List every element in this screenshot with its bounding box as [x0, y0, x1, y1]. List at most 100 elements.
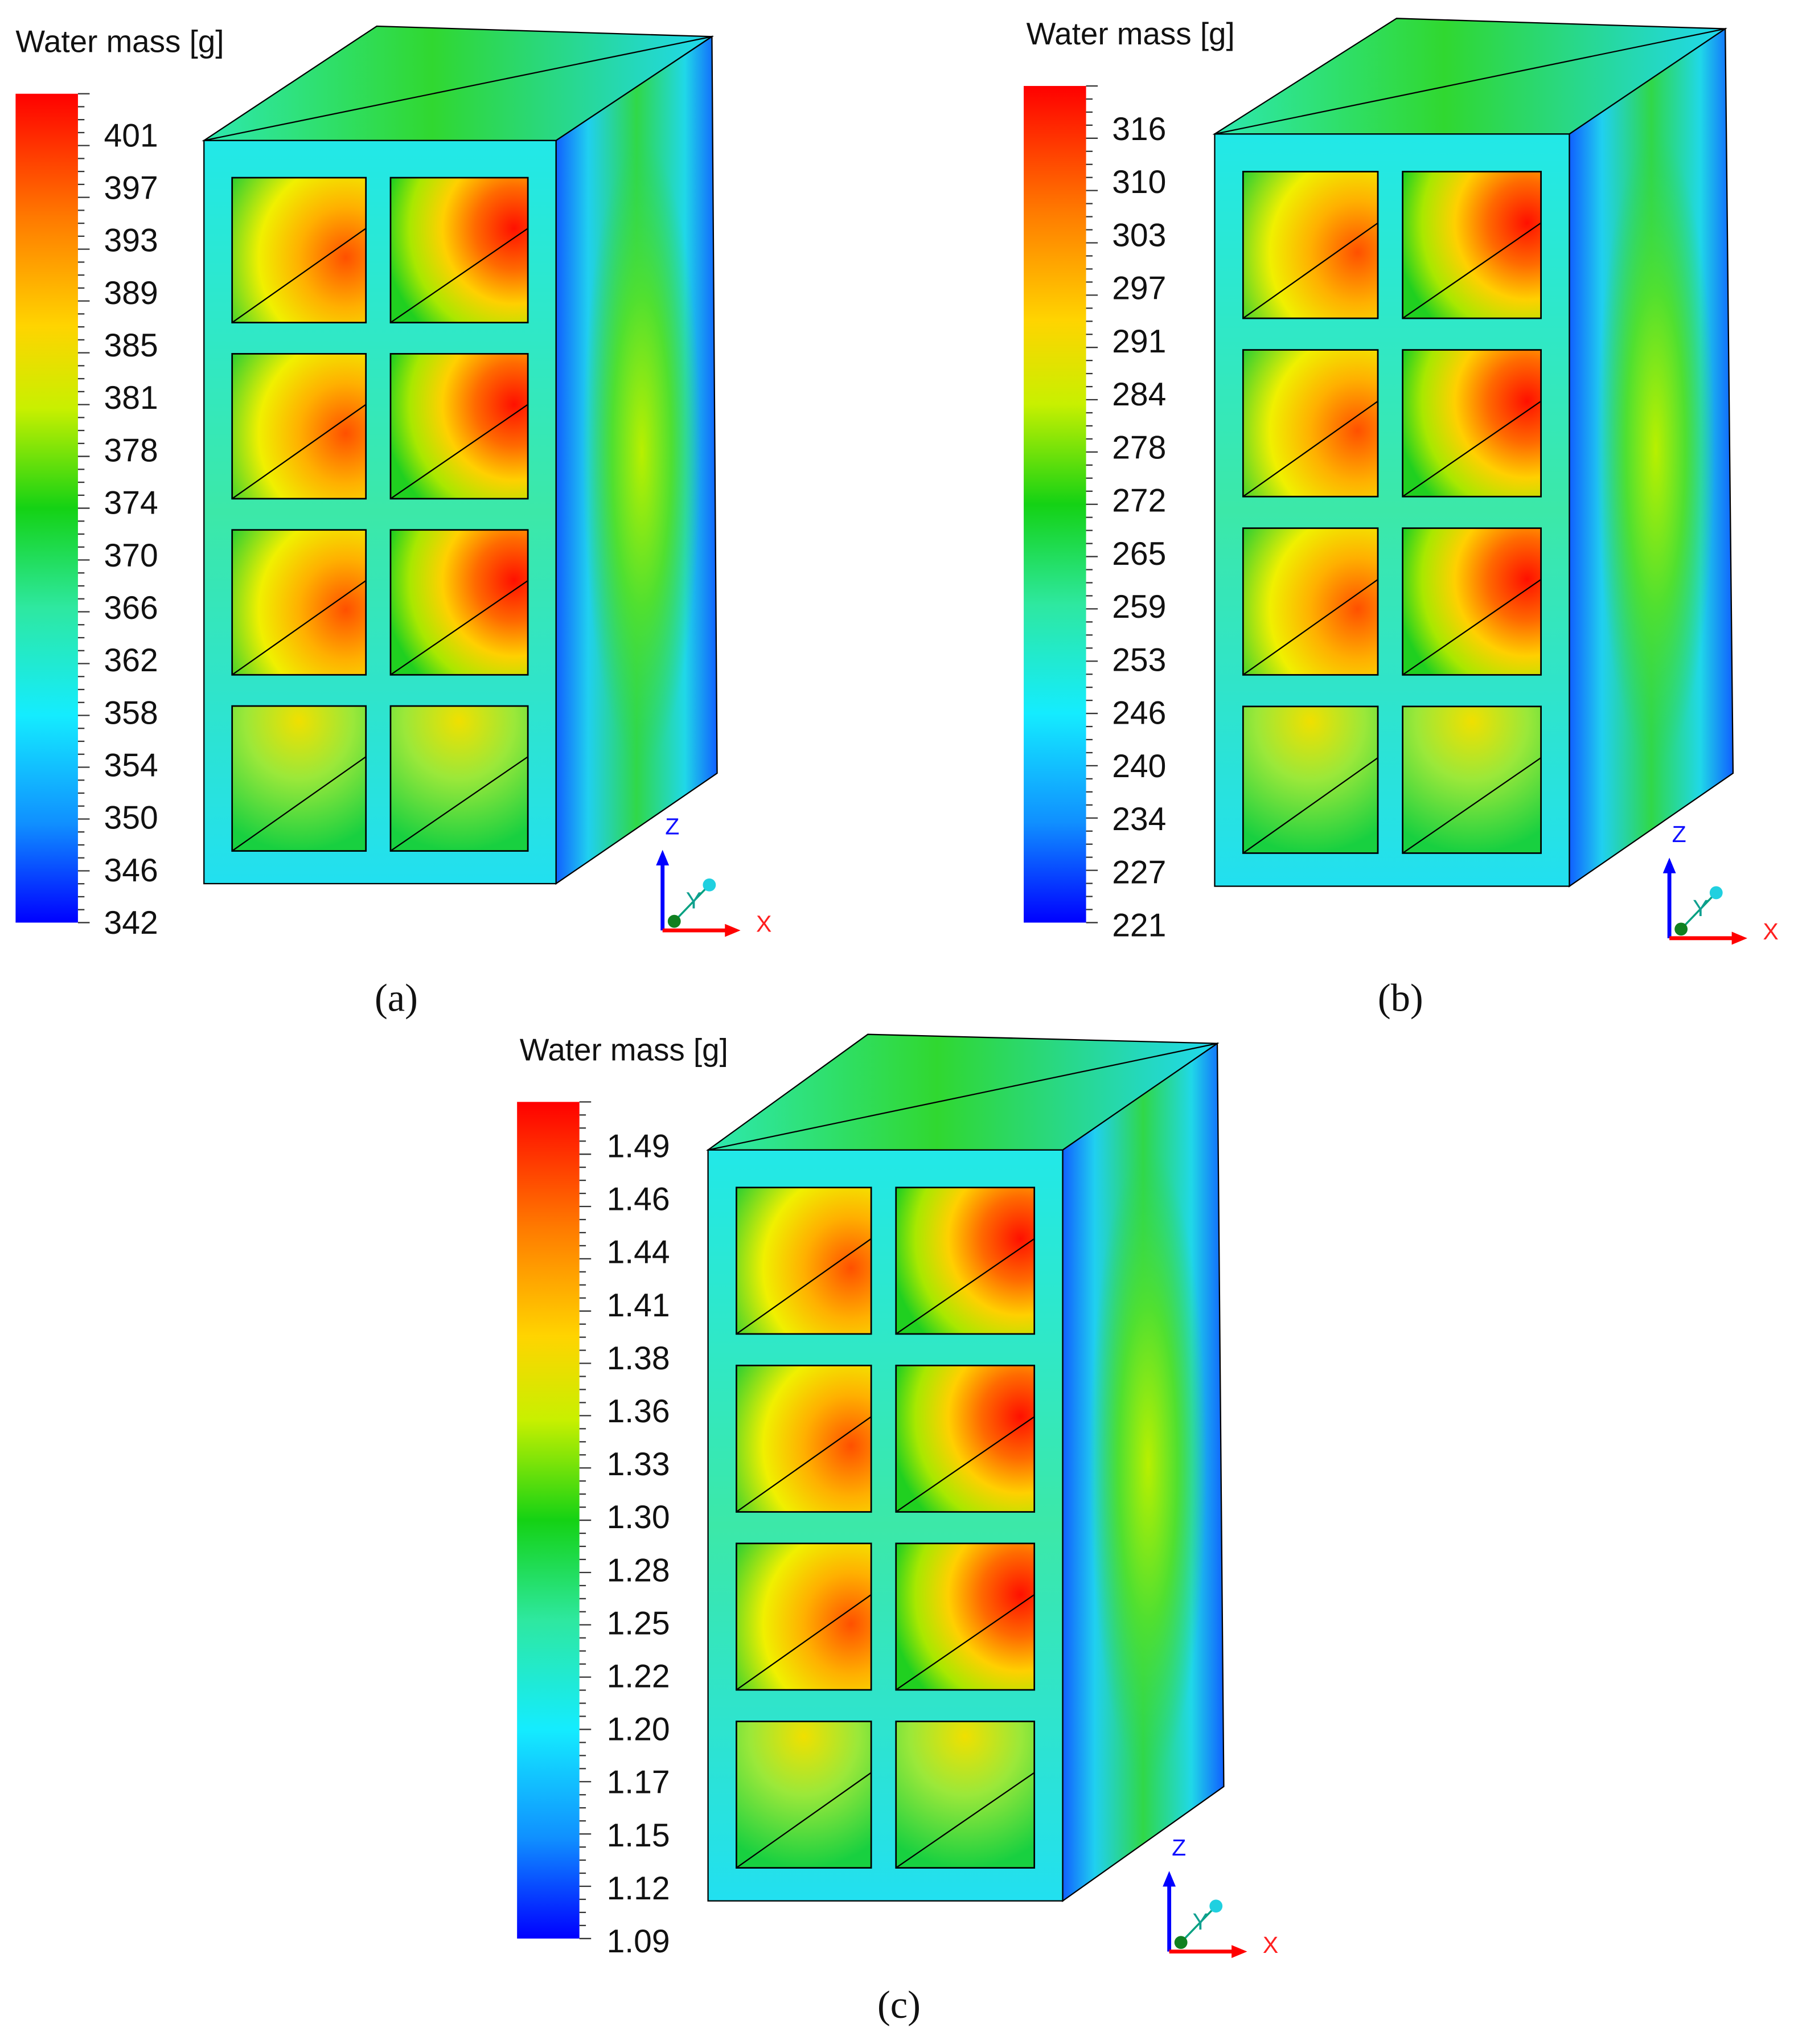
window-diagonal	[736, 1594, 872, 1690]
colorbar-tick-label: 358	[104, 695, 158, 731]
axis-x-head	[1231, 1945, 1247, 1959]
colorbar-tick-label: 378	[104, 432, 158, 469]
colorbar-tick-label: 1.46	[607, 1181, 670, 1218]
colorbar-tick-label: 253	[1112, 642, 1166, 678]
colorbar-tick-label: 1.28	[607, 1552, 670, 1589]
colorbar-tick-label: 234	[1112, 801, 1166, 838]
window	[1402, 527, 1542, 676]
colorbar-tick-label: 1.15	[607, 1817, 670, 1854]
window	[736, 1721, 872, 1869]
colorbar	[1024, 85, 1086, 923]
panel-label: (c)	[877, 1983, 921, 2026]
window-diagonal	[232, 228, 367, 323]
window-diagonal	[390, 580, 528, 676]
panel-label: (a)	[375, 976, 418, 1020]
colorbar-tick-label: 397	[104, 170, 158, 206]
colorbar-tick-label: 342	[104, 905, 158, 941]
colorbar-title: Water mass [g]	[520, 1032, 728, 1067]
window	[231, 177, 367, 323]
colorbar-tick-label: 346	[104, 852, 158, 889]
colorbar-tick-label: 401	[104, 117, 158, 154]
window	[895, 1364, 1036, 1513]
colorbar-tick-label: 227	[1112, 854, 1166, 890]
panel: Water mass [g] 316 310 303 297 291 284 278 272 26…	[1024, 16, 1779, 1020]
window	[1242, 349, 1379, 498]
axis-y-ball	[1209, 1899, 1223, 1913]
axis-y-label: Y	[1693, 895, 1708, 921]
axis-y-ball	[1709, 886, 1723, 900]
colorbar-tick-label: 1.25	[607, 1605, 670, 1641]
axis-z-head	[1163, 1871, 1176, 1887]
colorbar-tick-label: 1.38	[607, 1340, 670, 1377]
window	[1402, 705, 1542, 854]
colorbar-tick-label: 310	[1112, 164, 1166, 200]
axis-x-label: X	[756, 910, 771, 937]
colorbar-tick-label: 246	[1112, 695, 1166, 732]
window-diagonal	[1402, 400, 1542, 498]
window	[895, 1187, 1036, 1335]
axis-x-label: X	[1763, 918, 1778, 945]
colorbar-tick-label: 221	[1112, 908, 1166, 944]
axis-z-label: Z	[1672, 821, 1686, 847]
axis-y	[675, 885, 709, 921]
window	[1402, 171, 1542, 319]
window-diagonal	[736, 1238, 872, 1335]
window-diagonal	[232, 756, 367, 852]
window	[389, 353, 529, 500]
window	[1242, 171, 1379, 319]
axis-z-head	[656, 849, 670, 866]
colorbar-tick-label: 1.41	[607, 1287, 670, 1324]
window-diagonal	[896, 1416, 1035, 1513]
colorbar-tick-label: 284	[1112, 376, 1166, 413]
window-diagonal	[736, 1772, 872, 1869]
colorbar-tick-label: 1.22	[607, 1659, 670, 1695]
window	[1242, 527, 1379, 676]
axis-y	[1181, 1906, 1216, 1942]
window-diagonal	[232, 580, 367, 676]
window-diagonal	[1242, 757, 1378, 854]
origin	[1174, 1936, 1188, 1949]
colorbar-tick-label: 370	[104, 537, 158, 574]
axis-y-label: Y	[1193, 1908, 1208, 1935]
colorbar-tick-label: 389	[104, 275, 158, 311]
colorbar-title: Water mass [g]	[15, 24, 224, 59]
window	[389, 529, 529, 676]
origin	[667, 914, 681, 928]
window-diagonal	[390, 228, 528, 323]
side-glow	[582, 139, 701, 765]
axis-x-head	[725, 924, 741, 937]
window	[1242, 705, 1379, 854]
window-diagonal	[390, 404, 528, 499]
window-diagonal	[1402, 578, 1542, 676]
window-diagonal	[896, 1238, 1035, 1335]
axis-z-head	[1662, 857, 1676, 873]
edge	[204, 36, 712, 141]
colorbar-tick-label: 366	[104, 590, 158, 626]
colorbar-tick-label: 272	[1112, 483, 1166, 519]
window-diagonal	[1242, 222, 1378, 319]
window-diagonal	[232, 404, 367, 499]
window-diagonal	[1402, 222, 1542, 319]
colorbar-tick-label: 374	[104, 485, 158, 522]
window	[736, 1364, 872, 1513]
colorbar	[15, 93, 78, 923]
window	[895, 1542, 1036, 1691]
axis-x-label: X	[1263, 1932, 1278, 1958]
colorbar-tick-label: 297	[1112, 270, 1166, 307]
side-glow	[1596, 133, 1715, 765]
colorbar-tick-label: 1.20	[607, 1711, 670, 1748]
window	[1402, 349, 1542, 498]
colorbar-tick-label: 240	[1112, 748, 1166, 785]
colorbar-tick-label: 303	[1112, 217, 1166, 253]
panel-label: (b)	[1378, 976, 1423, 1020]
axis-y-ball	[703, 878, 716, 892]
colorbar-tick-label: 1.12	[607, 1870, 670, 1907]
window	[736, 1187, 872, 1335]
axis-z-label: Z	[665, 813, 679, 839]
colorbar-tick-label: 1.49	[607, 1128, 670, 1165]
colorbar-tick-label: 1.30	[607, 1499, 670, 1536]
window	[895, 1721, 1036, 1869]
window-diagonal	[896, 1594, 1035, 1690]
axis-x-head	[1731, 931, 1748, 945]
colorbar-tick-label: 381	[104, 380, 158, 416]
